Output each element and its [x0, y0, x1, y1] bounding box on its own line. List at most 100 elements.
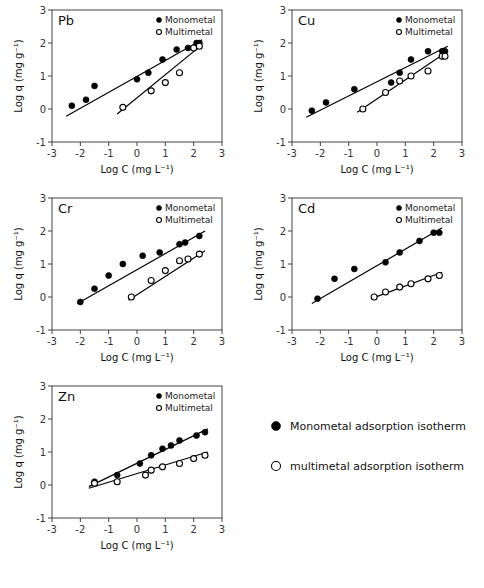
y-tick-label: 1: [40, 71, 46, 82]
isotherm-legend: Monometal adsorption isothermmultimetal …: [272, 420, 466, 473]
x-tick: [405, 330, 406, 334]
legend-entry: Monometal: [405, 203, 455, 213]
y-tick-label: 1: [40, 259, 46, 270]
data-point: [92, 286, 98, 292]
data-point: [388, 80, 394, 86]
x-tick: [52, 330, 53, 334]
x-tick-label: 0: [134, 148, 140, 159]
legend-marker: [157, 218, 162, 223]
x-tick: [433, 142, 434, 146]
x-tick-label: 3: [219, 524, 225, 535]
x-tick: [433, 330, 434, 334]
x-tick-label: -1: [104, 524, 114, 535]
data-point: [383, 289, 389, 295]
legend-marker: [157, 18, 162, 23]
y-axis-label: Log q (mg g⁻¹): [13, 227, 24, 300]
x-tick-label: 0: [374, 148, 380, 159]
data-point: [383, 90, 389, 96]
panel: -3-2-10123-10123Log C (mg L⁻¹)Log q (mg …: [253, 5, 465, 176]
y-tick-label: 0: [40, 480, 46, 491]
data-point: [120, 261, 126, 267]
x-tick-label: 3: [459, 148, 465, 159]
x-tick: [108, 518, 109, 522]
panel-label: Cu: [298, 13, 315, 28]
y-tick: [48, 330, 52, 331]
y-tick: [288, 231, 292, 232]
y-tick: [48, 419, 52, 420]
data-point: [315, 296, 321, 302]
data-point: [397, 78, 403, 84]
x-axis-label: Log C (mg L⁻¹): [340, 352, 413, 363]
annotation-marker: [272, 422, 281, 431]
y-axis-label: Log q (mg g⁻¹): [13, 415, 24, 488]
y-tick: [48, 485, 52, 486]
x-tick: [348, 330, 349, 334]
x-tick-label: 2: [430, 148, 436, 159]
plot-area: [89, 429, 208, 488]
x-tick: [137, 142, 138, 146]
y-axis-label: Log q (mg g⁻¹): [253, 39, 264, 112]
data-point: [425, 276, 431, 282]
x-tick-label: -3: [47, 148, 57, 159]
data-point: [185, 45, 191, 51]
y-tick-label: 3: [40, 193, 46, 204]
y-tick-label: 2: [280, 226, 286, 237]
legend-entry: Multimetal: [405, 27, 453, 37]
data-point: [360, 106, 366, 112]
data-point: [145, 70, 151, 76]
x-tick-label: 1: [162, 148, 168, 159]
plot-frame: [52, 10, 222, 142]
data-point: [162, 80, 168, 86]
y-tick-label: 3: [40, 5, 46, 16]
y-tick-label: 3: [40, 381, 46, 392]
data-point: [371, 294, 377, 300]
x-axis-label: Log C (mg L⁻¹): [100, 540, 173, 551]
x-tick-label: -2: [75, 148, 85, 159]
data-point: [202, 429, 208, 435]
legend-entry: Monometal: [165, 15, 215, 25]
y-tick-label: -1: [36, 513, 46, 524]
y-tick: [288, 330, 292, 331]
data-point: [140, 253, 146, 259]
x-tick-label: -2: [75, 336, 85, 347]
y-tick-label: 2: [40, 38, 46, 49]
x-tick: [377, 142, 378, 146]
x-tick: [80, 330, 81, 334]
y-tick: [288, 76, 292, 77]
y-tick-label: 1: [280, 71, 286, 82]
x-tick-label: 0: [134, 524, 140, 535]
y-tick-label: 1: [280, 259, 286, 270]
x-tick-label: 2: [190, 336, 196, 347]
trend-line: [117, 45, 202, 114]
data-point: [417, 238, 423, 244]
legend-entry: Monometal: [405, 15, 455, 25]
x-tick-label: -2: [315, 336, 325, 347]
data-point: [177, 241, 183, 247]
y-tick: [48, 264, 52, 265]
data-point: [196, 233, 202, 239]
data-point: [425, 48, 431, 54]
x-tick: [80, 518, 81, 522]
x-tick-label: -2: [315, 148, 325, 159]
y-tick: [48, 76, 52, 77]
data-point: [69, 103, 75, 109]
trend-line: [66, 40, 202, 117]
annotation-marker: [272, 462, 281, 471]
x-tick-label: -3: [47, 524, 57, 535]
data-point: [425, 68, 431, 74]
data-point: [351, 86, 357, 92]
plot-frame: [292, 198, 462, 330]
legend-marker: [397, 206, 402, 211]
data-point: [128, 294, 134, 300]
y-tick: [48, 10, 52, 11]
data-point: [191, 456, 197, 462]
x-tick: [462, 330, 463, 334]
y-tick: [288, 10, 292, 11]
data-point: [106, 273, 112, 279]
data-point: [442, 53, 448, 59]
x-tick-label: -2: [75, 524, 85, 535]
data-point: [160, 57, 166, 63]
data-point: [160, 464, 166, 470]
data-point: [194, 433, 200, 439]
y-tick: [48, 231, 52, 232]
